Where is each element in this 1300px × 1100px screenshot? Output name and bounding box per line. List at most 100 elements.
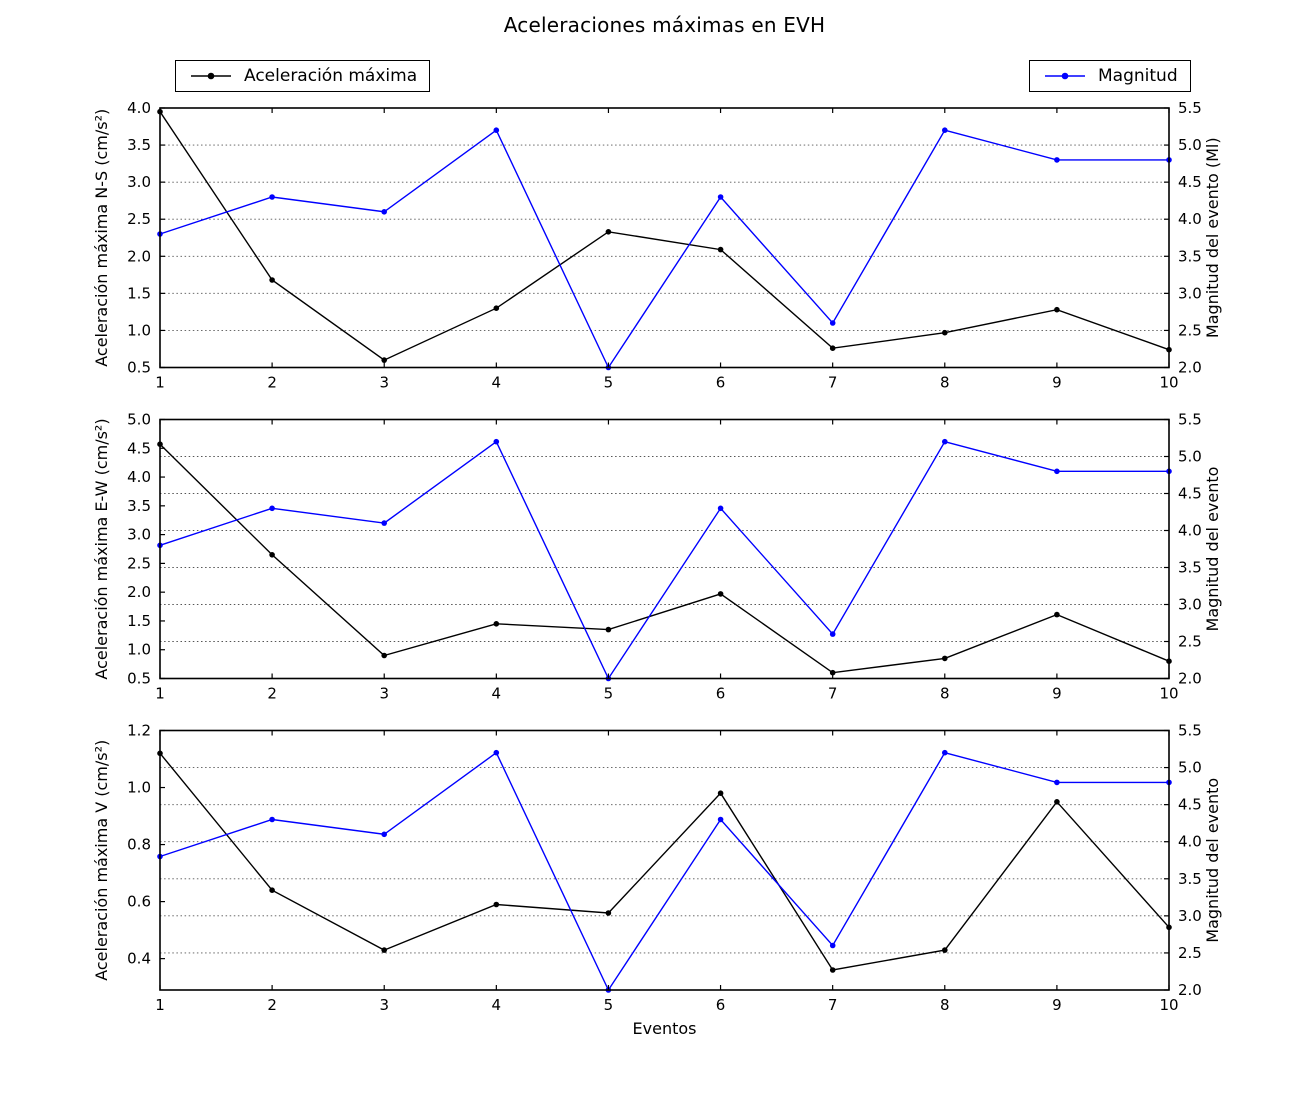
y-tick-label-right: 5.0 — [1178, 136, 1202, 154]
data-point — [269, 816, 275, 823]
data-point — [1054, 157, 1060, 163]
data-point — [493, 127, 500, 133]
y-tick-label-right: 4.0 — [1178, 833, 1202, 851]
y-tick-label-left: 2.5 — [127, 210, 151, 228]
y-tick-label-right: 4.0 — [1178, 522, 1202, 540]
legend-line-sample-magnitud — [1045, 72, 1085, 80]
y-tick-label-left: 2.5 — [127, 554, 151, 572]
y-tick-label-right: 3.5 — [1178, 870, 1202, 888]
data-point — [829, 669, 836, 676]
data-point — [269, 505, 275, 512]
y-tick-label-left: 0.6 — [127, 893, 151, 911]
x-tick-label: 2 — [267, 996, 277, 1014]
legend-box-aceleracion: Aceleración máxima — [175, 60, 431, 92]
y-tick-label-right: 2.0 — [1178, 981, 1202, 999]
y-axis-label-right: Magnitud del evento — [1203, 778, 1222, 943]
y-axis-label-left: Aceleración máxima E-W (cm/s²) — [92, 418, 111, 679]
x-tick-label: 5 — [604, 374, 614, 392]
data-point — [717, 790, 724, 796]
data-point — [605, 626, 612, 633]
data-point — [829, 967, 836, 973]
data-point — [942, 127, 948, 133]
x-tick-label: 5 — [604, 996, 614, 1014]
x-tick-label: 10 — [1159, 996, 1178, 1014]
y-tick-label-right: 5.5 — [1178, 411, 1202, 429]
data-point — [493, 621, 500, 627]
chart-title: Aceleraciones máximas en EVH — [503, 13, 826, 37]
y-tick-label-right: 4.5 — [1178, 173, 1202, 191]
x-tick-label: 5 — [604, 685, 614, 703]
x-axis-label: Eventos — [633, 1019, 697, 1038]
series-line-magnitud — [159, 129, 1169, 369]
data-point — [717, 194, 724, 200]
y-axis-label-left: Aceleración máxima N-S (cm/s²) — [92, 109, 111, 367]
y-tick-label-right: 3.0 — [1178, 907, 1202, 925]
legend-marker-icon — [1061, 72, 1069, 80]
axes-frame — [159, 418, 1170, 680]
y-tick-label-right: 2.5 — [1178, 633, 1202, 651]
data-point — [942, 655, 948, 662]
x-tick-label: 9 — [1052, 685, 1062, 703]
data-point — [493, 901, 500, 908]
y-axis-label-right: Magnitud del evento — [1203, 467, 1222, 632]
y-tick-label-right: 2.5 — [1178, 321, 1202, 339]
y-tick-label-left: 4.0 — [127, 468, 151, 486]
data-point — [269, 887, 275, 893]
data-point — [717, 591, 724, 597]
y-tick-label-left: 5.0 — [127, 411, 151, 429]
x-tick-label: 8 — [940, 996, 950, 1014]
y-tick-label-right: 5.0 — [1178, 759, 1202, 777]
x-tick-label: 2 — [267, 685, 277, 703]
y-tick-label-left: 1.0 — [127, 321, 151, 339]
y-tick-label-right: 3.5 — [1178, 559, 1202, 577]
data-point — [829, 942, 836, 949]
data-point — [1054, 799, 1060, 805]
legend-box-magnitud: Magnitud — [1029, 60, 1191, 92]
axes-frame — [159, 729, 1170, 991]
y-tick-label-left: 3.0 — [127, 173, 151, 191]
y-tick-label-right: 4.0 — [1178, 210, 1202, 228]
x-tick-label: 1 — [155, 374, 165, 392]
legend-label-aceleracion: Aceleración máxima — [244, 66, 418, 86]
data-point — [381, 652, 388, 659]
y-tick-label-left: 0.5 — [127, 670, 151, 688]
y-tick-label-left: 1.0 — [127, 779, 151, 797]
data-point — [605, 910, 612, 916]
y-tick-label-right: 2.5 — [1178, 944, 1202, 962]
y-tick-label-left: 0.5 — [127, 359, 151, 377]
x-tick-label: 9 — [1052, 996, 1062, 1014]
data-point — [381, 520, 388, 526]
subplot-1: 1 2 3 4 5 6 7 8 9 10 0.5 1.0 1.5 2.0 2.5 3.0 3.5 4.0 2.0 2.… — [92, 99, 1222, 392]
x-tick-label: 4 — [492, 374, 502, 392]
data-point — [942, 749, 948, 756]
data-point — [942, 947, 948, 953]
y-tick-label-left: 1.5 — [127, 612, 151, 630]
y-axis-label-right: Magnitud del evento (Ml) — [1203, 137, 1222, 338]
x-tick-label: 1 — [155, 685, 165, 703]
data-point — [493, 305, 500, 312]
data-point — [269, 277, 275, 283]
y-axis-label-left: Aceleración máxima V (cm/s²) — [92, 740, 111, 981]
y-tick-label-left: 0.8 — [127, 836, 151, 854]
data-point — [717, 816, 724, 823]
x-tick-label: 7 — [828, 374, 838, 392]
x-tick-label: 2 — [267, 374, 277, 392]
x-tick-label: 3 — [379, 374, 389, 392]
data-point — [942, 329, 948, 336]
y-tick-label-right: 3.5 — [1178, 247, 1202, 265]
x-tick-label: 6 — [716, 374, 726, 392]
x-tick-label: 7 — [828, 685, 838, 703]
data-point — [1054, 779, 1060, 786]
series-line-aceleracion — [159, 111, 1170, 361]
x-tick-label: 8 — [940, 685, 950, 703]
y-tick-label-left: 2.0 — [127, 247, 151, 265]
legend-line-sample-aceleracion — [191, 72, 231, 80]
y-tick-label-right: 2.0 — [1178, 359, 1202, 377]
y-tick-label-left: 3.5 — [127, 136, 151, 154]
data-point — [829, 631, 836, 637]
legend-marker-icon — [207, 72, 215, 80]
y-tick-label-right: 3.0 — [1178, 596, 1202, 614]
x-tick-label: 3 — [379, 996, 389, 1014]
data-point — [493, 438, 500, 445]
